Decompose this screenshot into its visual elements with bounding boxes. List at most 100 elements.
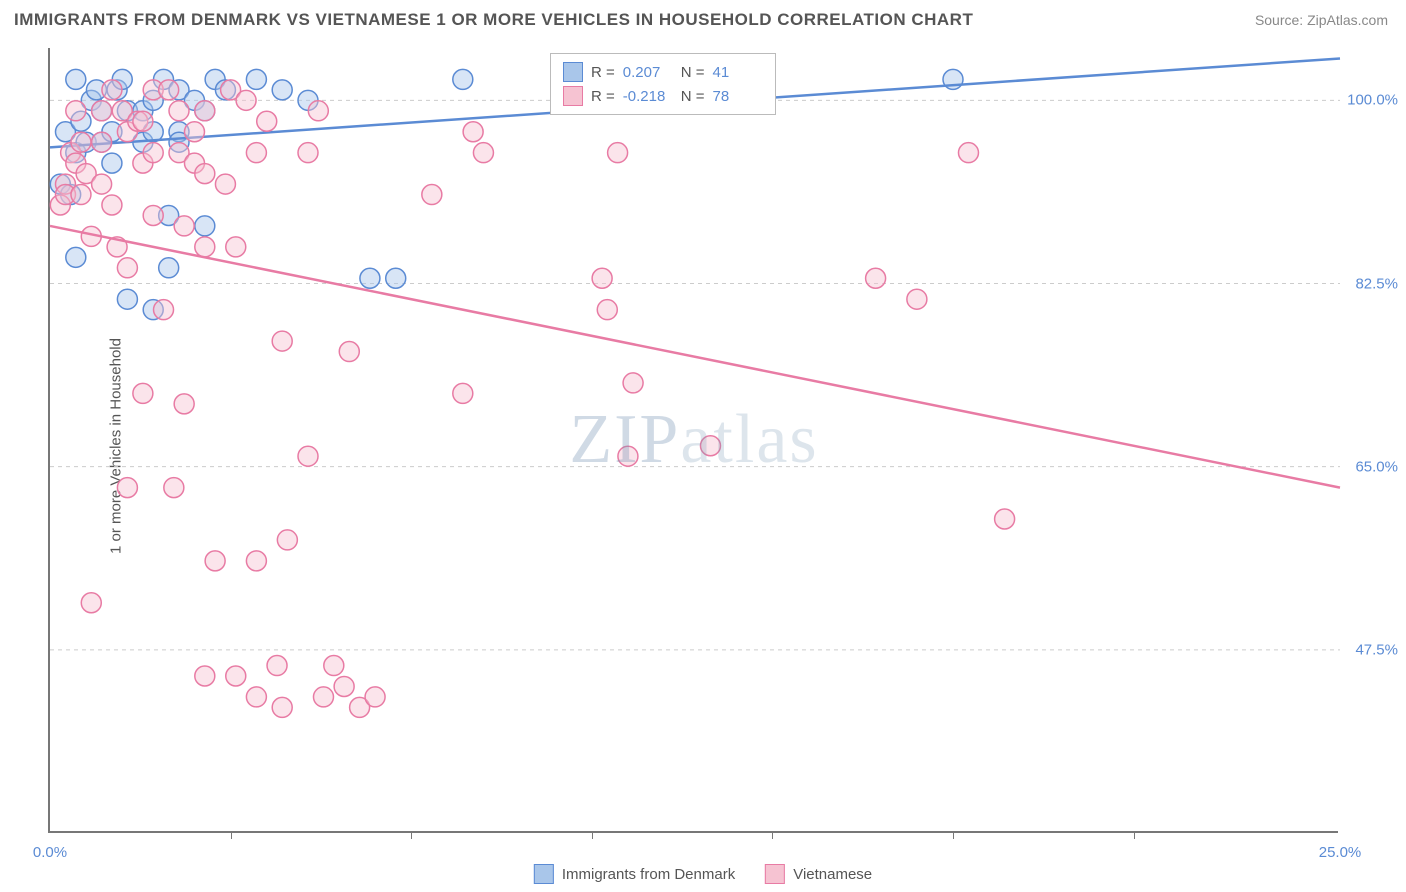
data-point [246,551,266,571]
x-tick-minor [953,831,954,839]
data-point [164,478,184,498]
data-point [246,143,266,163]
bottom-legend-label: Immigrants from Denmark [562,866,735,883]
data-point [195,237,215,257]
legend-R-value: 0.207 [623,64,673,81]
y-tick-label: 65.0% [1343,458,1398,475]
data-point [102,195,122,215]
data-point [958,143,978,163]
x-tick-label: 0.0% [33,844,67,861]
legend-swatch [765,864,785,884]
data-point [159,80,179,100]
x-tick-minor [592,831,593,839]
legend-R-label: R = [591,88,615,105]
data-point [473,143,493,163]
legend-R-label: R = [591,64,615,81]
data-point [236,90,256,110]
data-point [995,509,1015,529]
data-point [184,122,204,142]
data-point [422,185,442,205]
data-point [907,289,927,309]
data-point [226,237,246,257]
data-point [92,174,112,194]
x-tick-minor [1134,831,1135,839]
data-point [463,122,483,142]
y-tick-label: 47.5% [1343,641,1398,658]
source-label: Source: ZipAtlas.com [1255,12,1388,28]
data-point [102,153,122,173]
data-point [143,143,163,163]
data-point [174,216,194,236]
data-point [117,289,137,309]
data-point [334,676,354,696]
data-point [174,394,194,414]
legend-row: R =-0.218N =78 [563,84,763,108]
data-point [71,132,91,152]
legend-row: R = 0.207 N = 41 [563,60,763,84]
data-point [453,383,473,403]
x-tick-minor [772,831,773,839]
data-point [154,300,174,320]
data-point [298,446,318,466]
legend-N-value: 41 [713,64,763,81]
legend-swatch [563,86,583,106]
data-point [66,247,86,267]
data-point [133,111,153,131]
data-point [195,666,215,686]
bottom-legend: Immigrants from Denmark Vietnamese [534,864,872,884]
data-point [308,101,328,121]
data-point [272,331,292,351]
data-point [272,697,292,717]
data-point [324,656,344,676]
plot-area: ZIPatlas R =0.207N =41R =-0.218N =78 47.… [48,48,1338,833]
legend-N-label: N = [681,64,705,81]
data-point [623,373,643,393]
trend-line [50,226,1340,488]
legend-swatch [563,62,583,82]
data-point [81,593,101,613]
data-point [66,101,86,121]
bottom-legend-item: Vietnamese [765,864,872,884]
source-value: ZipAtlas.com [1307,12,1388,28]
data-point [313,687,333,707]
data-point [195,164,215,184]
data-point [215,174,235,194]
y-tick-label: 100.0% [1343,92,1398,109]
legend-swatch [534,864,554,884]
bottom-legend-item: Immigrants from Denmark [534,864,735,884]
data-point [360,268,380,288]
data-point [143,205,163,225]
data-point [298,143,318,163]
legend-N-label: N = [681,88,705,105]
data-point [267,656,287,676]
data-point [205,551,225,571]
data-point [365,687,385,707]
data-point [117,478,137,498]
y-tick-label: 82.5% [1343,275,1398,292]
data-point [700,436,720,456]
x-tick-minor [411,831,412,839]
data-point [272,80,292,100]
data-point [597,300,617,320]
chart-container: IMMIGRANTS FROM DENMARK VS VIETNAMESE 1 … [0,0,1406,892]
chart-title: IMMIGRANTS FROM DENMARK VS VIETNAMESE 1 … [14,10,973,30]
stats-legend: R =0.207N =41R =-0.218N =78 [550,53,776,115]
data-point [257,111,277,131]
data-point [117,258,137,278]
data-point [71,185,91,205]
data-point [592,268,612,288]
data-point [102,80,122,100]
data-point [159,258,179,278]
x-tick-minor [231,831,232,839]
data-point [92,101,112,121]
data-point [246,69,266,89]
data-point [339,342,359,362]
data-point [226,666,246,686]
data-point [246,687,266,707]
data-point [169,101,189,121]
bottom-legend-label: Vietnamese [793,866,872,883]
scatter-svg [50,48,1340,833]
data-point [453,69,473,89]
data-point [92,132,112,152]
legend-N-value: 78 [713,88,763,105]
